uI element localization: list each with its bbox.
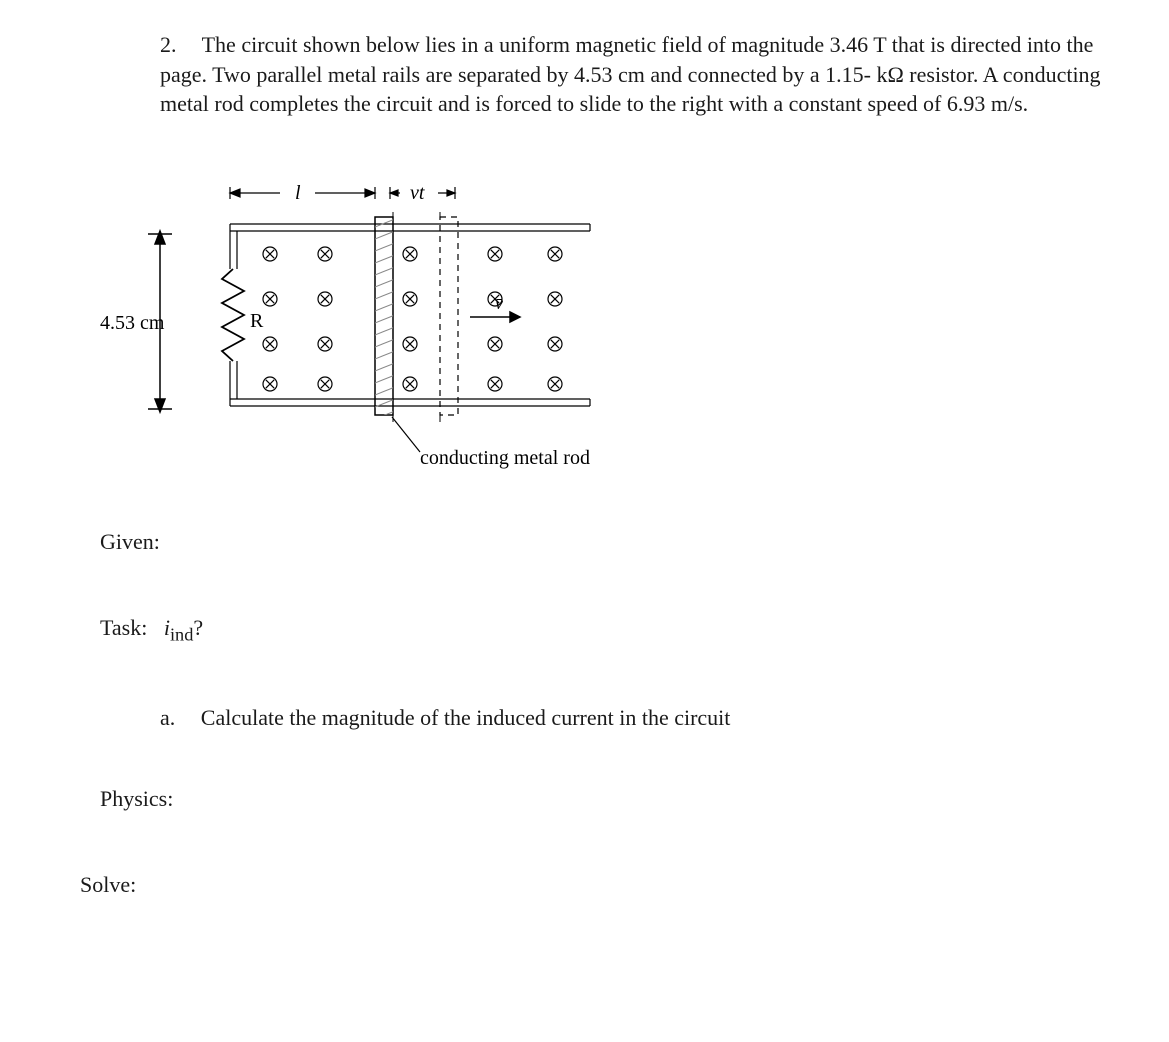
circuit-diagram: l vt 4.53 cm [100, 169, 1129, 499]
physics-section: Physics: [100, 786, 1129, 812]
physics-label: Physics: [100, 786, 173, 811]
sub-item-label: a. [160, 705, 175, 730]
given-section: Given: [100, 529, 1129, 555]
given-label: Given: [100, 529, 160, 554]
rod-label: conducting metal rod [420, 447, 590, 469]
task-label: Task: [100, 615, 147, 640]
resistor-label: R [250, 310, 264, 332]
solve-section: Solve: [80, 872, 1129, 898]
sub-item-text: Calculate the magnitude of the induced c… [201, 705, 731, 730]
problem-statement: 2. The circuit shown below lies in a uni… [160, 30, 1119, 119]
sub-item-a: a. Calculate the magnitude of the induce… [160, 705, 1129, 731]
vt-label: vt [410, 182, 425, 204]
rail-separation-label: 4.53 cm [100, 312, 165, 334]
problem-number: 2. [160, 30, 177, 60]
task-section: Task: iind? [100, 615, 1129, 645]
length-label: l [295, 182, 301, 204]
problem-body: The circuit shown below lies in a unifor… [160, 32, 1101, 116]
task-subscript: ind [170, 624, 193, 644]
diagram-svg: l vt 4.53 cm [100, 169, 660, 489]
task-question: ? [193, 615, 203, 640]
solve-label: Solve: [80, 872, 136, 897]
